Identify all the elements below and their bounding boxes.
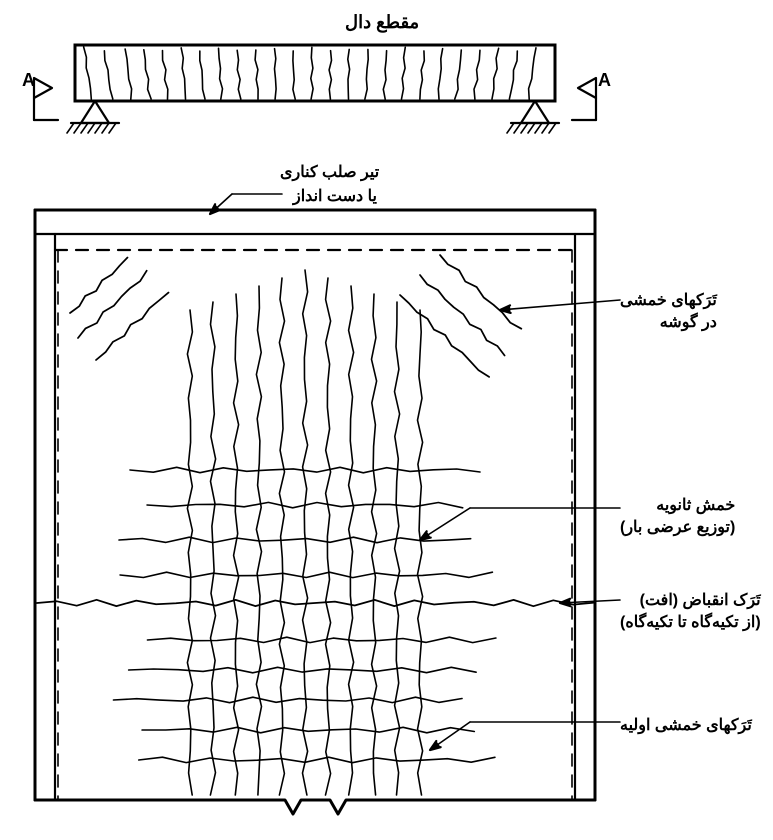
or-parapet-label: یا دست انداز	[293, 186, 377, 208]
primary-cracks-label: تَرَکهای خمشی اولیه	[620, 715, 752, 737]
secondary-bending-label: خمش ثانویه (توزیع عرضی بار)	[620, 495, 735, 538]
top-title: مقطع دال	[345, 10, 419, 34]
section-a-right: A	[598, 68, 611, 92]
side-beam-label: تیر صلب کناری	[280, 162, 379, 184]
section-a-left: A	[22, 68, 35, 92]
shrinkage-label: تَرَک انقباض (افت) (از تکیه‌گاه تا تکیه‌…	[620, 590, 761, 633]
slab-crack-diagram	[0, 0, 773, 840]
corner-cracks-label: تَرَکهای خمشی در گوشه	[620, 290, 717, 333]
